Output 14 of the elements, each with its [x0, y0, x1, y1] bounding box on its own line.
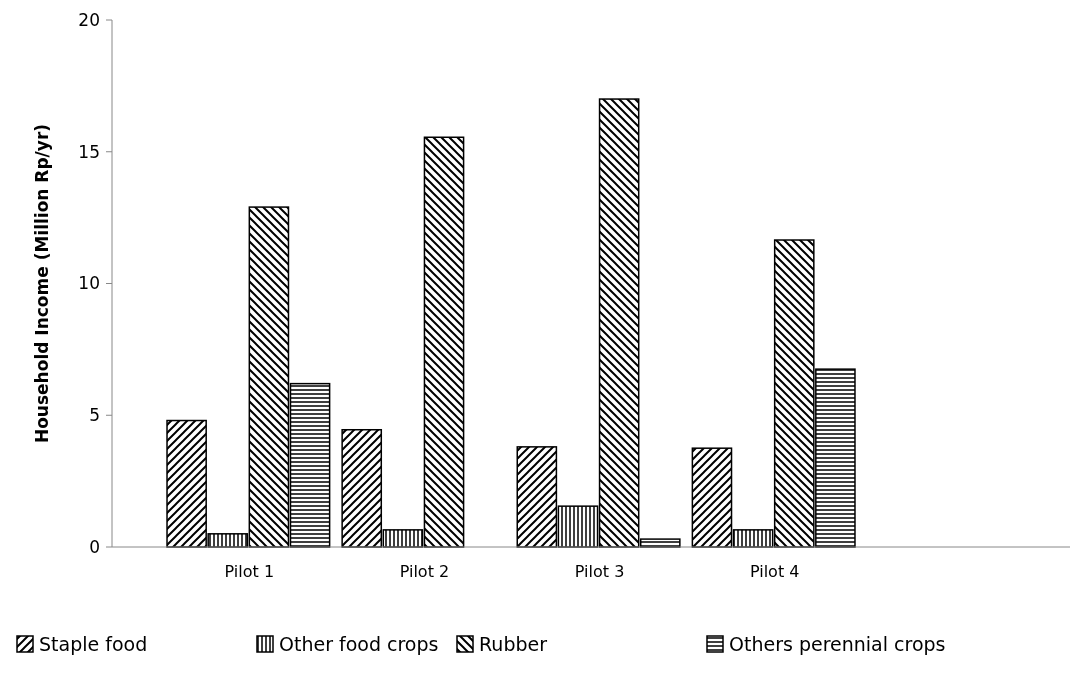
y-tick-label: 20: [78, 9, 100, 30]
legend-label: Rubber: [479, 632, 548, 655]
x-tick-label: Pilot 2: [399, 562, 450, 581]
y-tick-label: 0: [89, 536, 100, 557]
y-tick-label: 10: [78, 273, 100, 294]
x-tick-label: Pilot 3: [574, 562, 625, 581]
legend-label: Other food crops: [279, 632, 439, 655]
y-tick-label: 5: [89, 405, 100, 426]
x-tick-label: Pilot 1: [224, 562, 275, 581]
x-tick-label: Pilot 4: [749, 562, 800, 581]
legend-label: Others perennial crops: [729, 632, 946, 655]
legend-label: Staple food: [39, 632, 148, 655]
y-tick-label: 15: [78, 141, 100, 162]
y-axis-title: Household Income (Million Rp/yr): [32, 123, 52, 444]
